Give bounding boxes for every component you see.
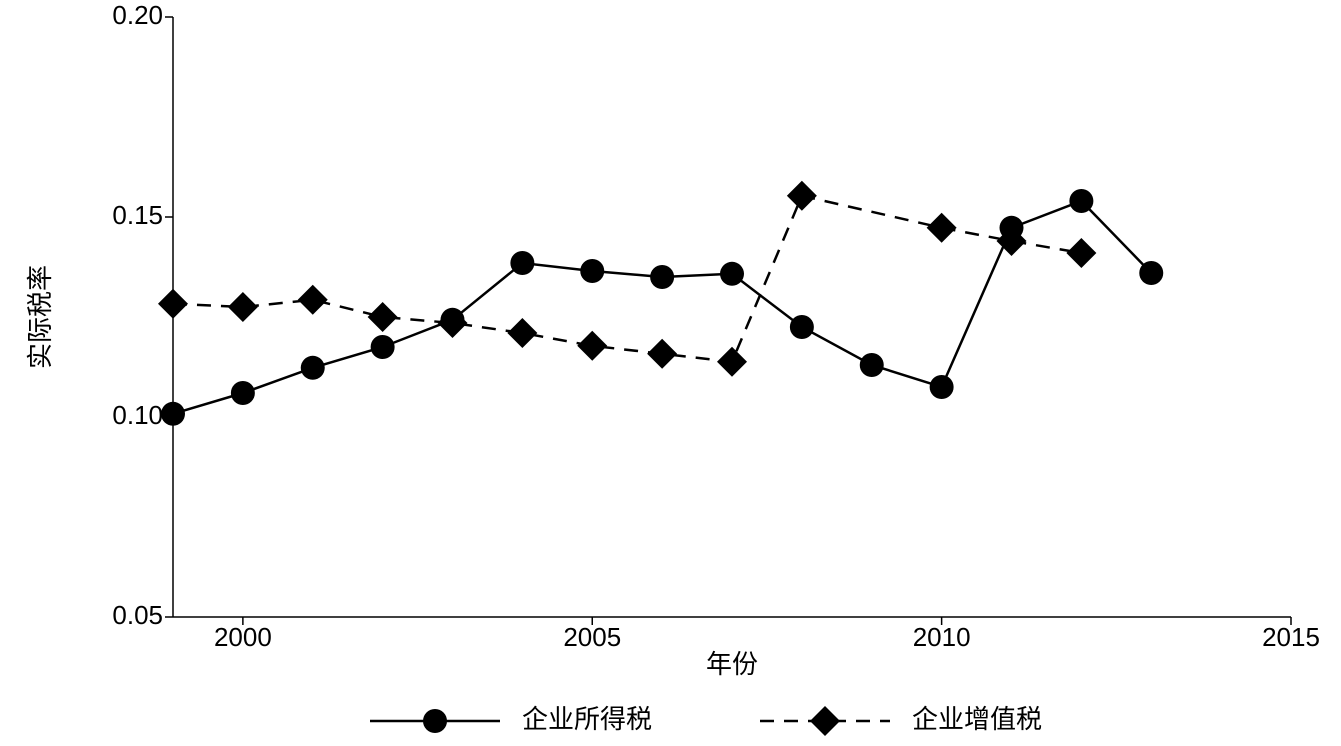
x-tick-label: 2015 bbox=[1262, 622, 1320, 652]
x-tick-label: 2010 bbox=[913, 622, 971, 652]
data-point bbox=[650, 265, 675, 289]
data-point bbox=[230, 381, 255, 405]
data-point bbox=[161, 401, 185, 426]
x-tick-label: 2005 bbox=[563, 622, 621, 652]
data-point bbox=[580, 259, 605, 283]
x-axis-label: 年份 bbox=[706, 649, 758, 679]
data-point bbox=[227, 292, 258, 322]
data-point bbox=[367, 302, 398, 332]
legend-label: 企业所得税 bbox=[522, 704, 652, 734]
y-tick-label: 0.15 bbox=[112, 200, 163, 230]
data-point bbox=[158, 288, 188, 319]
data-point bbox=[859, 353, 884, 377]
y-axis-label: 实际税率 bbox=[25, 265, 55, 369]
data-point bbox=[717, 346, 747, 377]
legend-label: 企业增值税 bbox=[912, 704, 1042, 734]
legend-marker bbox=[423, 709, 447, 733]
data-point bbox=[647, 338, 678, 369]
data-point bbox=[297, 284, 328, 315]
data-point bbox=[789, 315, 814, 339]
data-point bbox=[300, 355, 325, 380]
y-tick-label: 0.20 bbox=[112, 0, 163, 30]
y-tick-label: 0.10 bbox=[112, 400, 163, 430]
data-point bbox=[786, 180, 817, 211]
data-point bbox=[996, 226, 1027, 256]
data-point bbox=[1139, 261, 1164, 285]
data-point bbox=[1066, 238, 1097, 268]
data-point bbox=[370, 335, 395, 359]
data-point bbox=[507, 318, 538, 348]
data-point bbox=[929, 375, 954, 399]
data-point bbox=[720, 261, 744, 286]
x-tick-label: 2000 bbox=[214, 622, 272, 652]
legend-marker bbox=[810, 706, 840, 736]
data-point bbox=[510, 251, 535, 275]
data-point bbox=[577, 330, 608, 361]
y-tick-label: 0.05 bbox=[112, 600, 163, 630]
data-point bbox=[1069, 189, 1094, 213]
data-point bbox=[437, 308, 468, 338]
data-point bbox=[926, 212, 957, 243]
